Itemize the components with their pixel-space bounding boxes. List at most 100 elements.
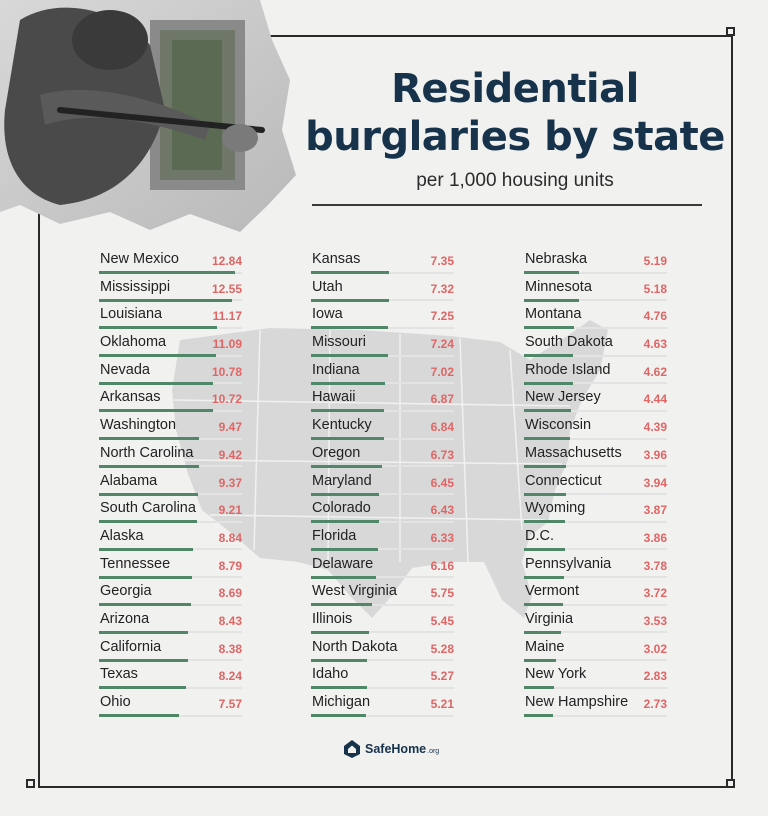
value-bar: [311, 547, 379, 551]
state-row: Idaho 5.27: [311, 664, 454, 692]
bar-track: [524, 714, 667, 717]
value-bar: [524, 520, 566, 524]
value-bar: [311, 575, 377, 579]
bar-track: [524, 299, 667, 302]
state-name: Massachusetts: [525, 444, 622, 461]
state-value: 6.84: [430, 420, 454, 435]
value-bar: [524, 714, 553, 717]
value-bar: [524, 409, 572, 413]
bar-track: [311, 631, 454, 634]
state-row: Arkansas 10.72: [99, 387, 242, 415]
state-row: Nebraska 5.19: [524, 249, 667, 277]
bar-track: [524, 382, 667, 385]
state-value: 3.72: [643, 586, 667, 601]
state-name: Wyoming: [525, 500, 586, 517]
state-name: Kentucky: [312, 417, 372, 434]
bar-track: [311, 603, 454, 606]
state-name: Washington: [100, 417, 177, 434]
state-row: Vermont 3.72: [524, 581, 667, 609]
value-bar: [524, 492, 566, 496]
state-value: 8.43: [218, 613, 242, 628]
state-name: Nebraska: [525, 251, 588, 267]
bar-track: [524, 465, 667, 468]
state-name: Alabama: [100, 472, 158, 489]
state-value: 10.78: [211, 364, 242, 379]
state-value: 2.73: [643, 697, 667, 711]
value-bar: [311, 492, 380, 496]
state-name: Oklahoma: [100, 334, 167, 351]
state-value: 8.24: [218, 669, 242, 684]
state-row: South Carolina 9.21: [99, 498, 242, 526]
state-name: New Jersey: [525, 389, 601, 406]
state-value: 8.84: [218, 530, 242, 545]
ranking-column-1: New Mexico 12.84 Mississippi 12.55 Louisiana…: [99, 249, 242, 720]
state-row: South Dakota 4.63: [524, 332, 667, 360]
safehome-logo: SafeHome .org: [343, 738, 439, 760]
house-shield-icon: [344, 740, 360, 758]
value-bar: [99, 520, 197, 524]
state-value: 3.78: [643, 558, 667, 573]
state-value: 4.39: [643, 420, 667, 435]
value-bar: [99, 271, 235, 274]
bar-track: [524, 271, 667, 274]
value-bar: [99, 409, 213, 413]
state-value: 7.57: [218, 697, 242, 711]
state-value: 6.87: [430, 392, 454, 407]
state-value: 7.32: [430, 281, 454, 296]
state-row: Iowa 7.25: [311, 304, 454, 332]
state-row: Mississippi 12.55: [99, 277, 242, 305]
state-row: Virginia 3.53: [524, 609, 667, 637]
state-value: 10.72: [211, 392, 242, 407]
state-row: Maine 3.02: [524, 637, 667, 665]
state-row: Oregon 6.73: [311, 443, 454, 471]
state-value: 8.38: [218, 641, 242, 656]
value-bar: [99, 464, 199, 468]
bar-track: [524, 631, 667, 634]
state-value: 5.19: [643, 254, 667, 268]
state-value: 5.21: [430, 697, 454, 711]
state-row: North Dakota 5.28: [311, 637, 454, 665]
state-row: Wisconsin 4.39: [524, 415, 667, 443]
state-row: New Mexico 12.84: [99, 249, 242, 277]
value-bar: [99, 630, 189, 634]
state-name: Georgia: [100, 583, 152, 600]
state-row: Nevada 10.78: [99, 360, 242, 388]
state-row: Alaska 8.84: [99, 526, 242, 554]
burglar-photo: [0, 0, 296, 232]
state-name: Indiana: [312, 361, 360, 378]
state-row: New Hampshire 2.73: [524, 692, 667, 720]
state-name: Montana: [525, 306, 582, 323]
state-name: Colorado: [312, 500, 371, 517]
value-bar: [99, 658, 188, 662]
state-name: Arizona: [100, 610, 150, 627]
state-row: Arizona 8.43: [99, 609, 242, 637]
state-row: Georgia 8.69: [99, 581, 242, 609]
state-row: Montana 4.76: [524, 304, 667, 332]
state-row: West Virginia 5.75: [311, 581, 454, 609]
state-row: Kentucky 6.84: [311, 415, 454, 443]
state-value: 3.94: [643, 475, 667, 490]
state-row: Massachusetts 3.96: [524, 443, 667, 471]
state-value: 6.33: [430, 530, 454, 545]
value-bar: [99, 437, 200, 441]
value-bar: [524, 326, 575, 330]
state-name: D.C.: [525, 527, 554, 544]
value-bar: [99, 326, 218, 330]
state-name: Texas: [100, 666, 138, 683]
state-name: Arkansas: [100, 389, 161, 406]
value-bar: [311, 714, 367, 717]
state-value: 11.09: [212, 337, 242, 352]
value-bar: [524, 437, 571, 441]
bar-track: [524, 326, 667, 329]
bar-track: [311, 493, 454, 495]
state-row: New York 2.83: [524, 664, 667, 692]
value-bar: [524, 686, 555, 690]
value-bar: [311, 658, 367, 662]
ranking-column-2: Kansas 7.35 Utah 7.32 Iowa 7.25 Missouri 7.24 In…: [311, 249, 454, 720]
state-value: 7.24: [430, 337, 454, 352]
state-row: Alabama 9.37: [99, 471, 242, 499]
bar-track: [524, 603, 667, 606]
state-name: Maryland: [312, 472, 372, 489]
us-map-silhouette: [172, 320, 608, 618]
state-value: 8.69: [218, 586, 242, 601]
